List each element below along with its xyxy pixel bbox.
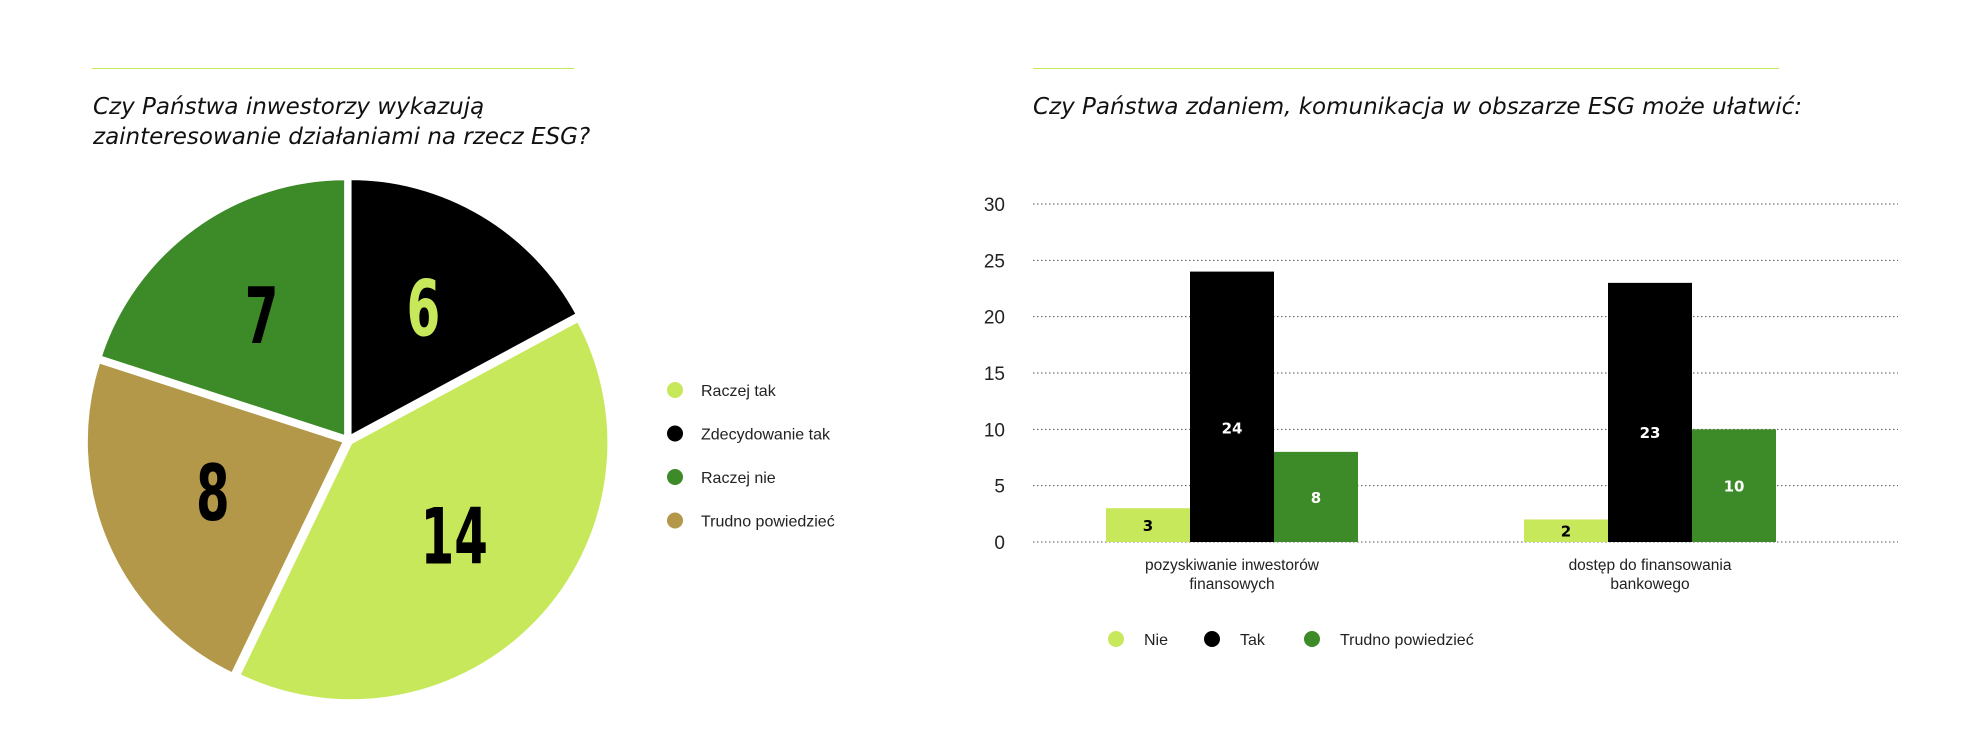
bar-value-label: 3: [1143, 517, 1153, 535]
x-category-label: pozyskiwanie inwestorów: [1145, 557, 1320, 574]
bar: [1524, 519, 1608, 542]
right-title-rule: [1033, 68, 1779, 69]
legend-label: Tak: [1240, 632, 1266, 649]
bar-value-label: 2: [1561, 523, 1571, 541]
y-tick-label: 10: [984, 420, 1005, 441]
pie-slice: [348, 177, 579, 439]
y-tick-label: 20: [984, 308, 1005, 329]
bar: [1106, 508, 1190, 542]
legend-marker: [1108, 631, 1124, 647]
legend-label: Nie: [1144, 632, 1168, 649]
legend-marker: [667, 512, 683, 529]
legend-label: Raczej tak: [701, 383, 777, 400]
left-title-line-1: Czy Państwa inwestorzy wykazują: [93, 94, 485, 120]
y-tick-label: 15: [984, 364, 1005, 385]
legend-marker: [1204, 631, 1220, 647]
legend-label: Trudno powiedzieć: [701, 514, 835, 531]
pie-slice: [98, 177, 348, 439]
pie-slice-label: 14: [421, 493, 488, 583]
bar-value-label: 10: [1724, 478, 1745, 496]
y-tick-label: 0: [994, 533, 1005, 554]
x-category-label: dostęp do finansowania: [1569, 557, 1732, 574]
pie-slice-label: 7: [245, 272, 279, 362]
y-tick-label: 30: [984, 195, 1005, 216]
pie-slice-label: 6: [407, 265, 441, 355]
right-chart-title: Czy Państwa zdaniem, komunikacja w obsza…: [1033, 94, 1803, 120]
left-title-rule: [92, 68, 574, 69]
legend-label: Trudno powiedzieć: [1340, 632, 1474, 649]
pie-slice: [84, 360, 346, 676]
y-tick-label: 5: [994, 477, 1005, 498]
x-category-label: finansowych: [1189, 576, 1274, 593]
legend-label: Raczej nie: [701, 470, 776, 487]
bar-value-label: 8: [1311, 489, 1321, 507]
bar-value-label: 23: [1640, 424, 1661, 442]
pie-slice: [237, 319, 611, 703]
bar: [1692, 429, 1776, 542]
left-title-line-2: zainteresowanie działaniami na rzecz ESG…: [93, 124, 591, 150]
legend-marker: [1304, 631, 1320, 647]
legend-marker: [667, 425, 683, 442]
legend-marker: [667, 469, 683, 485]
pie-slice-label: 8: [196, 449, 230, 539]
bar-value-label: 24: [1222, 419, 1243, 437]
bar: [1608, 282, 1692, 542]
bar: [1190, 271, 1274, 542]
legend-marker: [667, 382, 683, 398]
y-tick-label: 25: [984, 251, 1005, 272]
bar: [1274, 451, 1358, 542]
left-chart-title: Czy Państwa inwestorzy wykazują zaintere…: [93, 92, 590, 152]
x-category-label: bankowego: [1610, 576, 1689, 593]
legend-label: Zdecydowanie tak: [701, 427, 831, 444]
